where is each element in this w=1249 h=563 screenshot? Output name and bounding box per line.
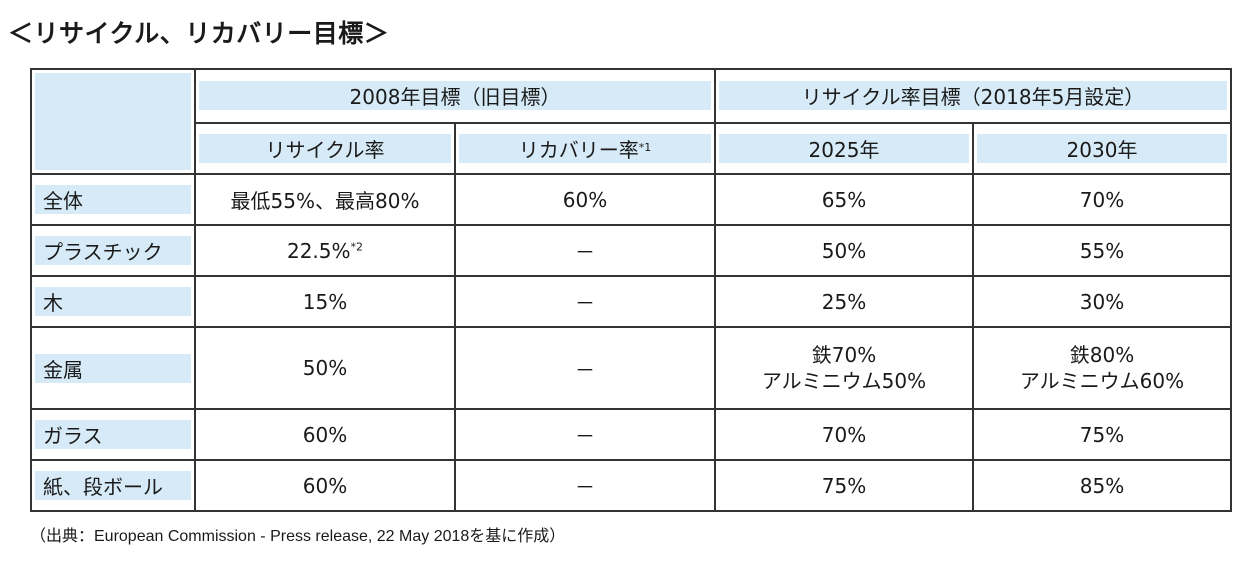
table-cell: 15% [194,275,456,328]
table-cell: － [454,459,716,512]
row-label: 金属 [35,353,191,383]
table-cell: 25% [714,275,974,328]
row-header-cell: プラスチック [30,224,196,277]
table-cell: 60% [454,173,716,226]
table-cell: 75% [972,408,1232,461]
table-cell: 鉄80% アルミニウム60% [972,326,1232,410]
row-label: 紙、段ボール [35,471,191,500]
table-cell: － [454,408,716,461]
table-row: ガラス 60% － 70% 75% [30,408,1232,461]
recycle-rate-label: リサイクル率 [199,133,451,163]
table-cell: 30% [972,275,1232,328]
old-target-group-label: 2008年目標（旧目標） [199,81,711,111]
recovery-rate-label: リカバリー率 [518,137,639,162]
table-cell: 60% [194,408,456,461]
old-target-group-header: 2008年目標（旧目標） [194,68,716,124]
table-cell: 85% [972,459,1232,512]
new-target-group-label: リサイクル率目標（2018年5月設定） [719,81,1227,111]
table-cell: － [454,224,716,277]
table-cell: 65% [714,173,974,226]
table-row: 木 15% － 25% 30% [30,275,1232,328]
table-row: 金属 50% － 鉄70% アルミニウム50% 鉄80% アルミニウム60% [30,326,1232,410]
table-cell: 22.5%*2 [194,224,456,277]
row-header-cell: ガラス [30,408,196,461]
table-cell: 60% [194,459,456,512]
cell-line: 鉄70% [811,343,877,367]
table-cell: 50% [714,224,974,277]
cell-value: 22.5% [286,238,351,263]
table-cell: 70% [972,173,1232,226]
cell-line: アルミニウム60% [1019,369,1185,393]
row-label: プラスチック [35,236,191,265]
cell-footnote: *2 [350,239,364,253]
page-title: ＜リサイクル、リカバリー目標＞ [8,19,390,48]
table-cell: 鉄70% アルミニウム50% [714,326,974,410]
table-cell: － [454,275,716,328]
year-2025-header: 2025年 [714,121,974,176]
table-cell: 50% [194,326,456,410]
row-label: 全体 [35,185,191,214]
row-label: 木 [35,287,191,316]
row-label: ガラス [35,420,191,449]
new-target-group-header: リサイクル率目標（2018年5月設定） [714,68,1232,124]
table-cell: 最低55%、最高80% [194,173,456,226]
table-cell: 70% [714,408,974,461]
corner-header-cell [30,68,196,175]
recycle-rate-header: リサイクル率 [194,121,456,176]
year-2030-label: 2030年 [977,133,1227,163]
source-citation: （出典：European Commission - Press release,… [30,528,566,545]
table-cell: 75% [714,459,974,512]
row-header-cell: 木 [30,275,196,328]
cell-line: 鉄80% [1069,343,1135,367]
row-header-cell: 紙、段ボール [30,459,196,512]
table-row: プラスチック 22.5%*2 － 50% 55% [30,224,1232,277]
year-2025-label: 2025年 [719,133,969,163]
recycling-targets-table: 2008年目標（旧目標） リサイクル率目標（2018年5月設定） リサイクル率 … [30,68,1232,512]
row-header-cell: 全体 [30,173,196,226]
cell-line: アルミニウム50% [761,369,927,393]
table-cell: 55% [972,224,1232,277]
row-header-cell: 金属 [30,326,196,410]
table-row: 紙、段ボール 60% － 75% 85% [30,459,1232,512]
table-cell: － [454,326,716,410]
recovery-rate-header: リカバリー率 *1 [454,121,716,176]
year-2030-header: 2030年 [972,121,1232,176]
table-row: 全体 最低55%、最高80% 60% 65% 70% [30,173,1232,226]
